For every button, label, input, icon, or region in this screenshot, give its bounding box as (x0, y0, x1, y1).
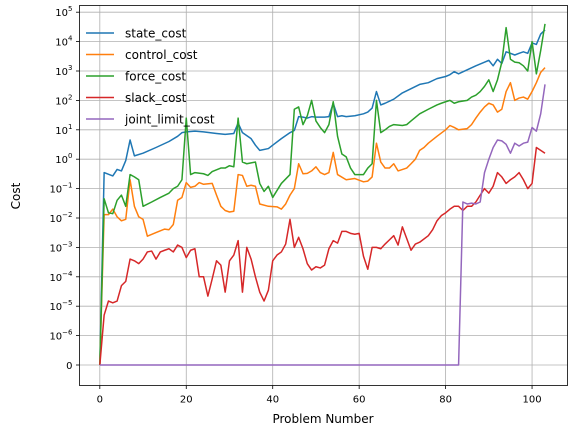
y-tick-label: 100 (55, 152, 72, 166)
legend-label: control_cost (125, 48, 198, 62)
x-axis-label: Problem Number (272, 412, 373, 426)
x-tick-label: 100 (523, 395, 542, 406)
y-tick-label: 10−1 (49, 182, 72, 196)
grid (79, 5, 568, 386)
x-tick-label: 40 (266, 395, 279, 406)
legend: state_cost control_cost force_cost slack_co… (86, 27, 215, 127)
y-tick-label: 105 (55, 5, 72, 19)
legend-label: state_cost (125, 27, 187, 41)
y-tick-label: 10−3 (49, 240, 72, 254)
x-tick-label: 20 (180, 395, 193, 406)
y-tick-label: 103 (55, 64, 72, 78)
series-line-control-cost (99, 67, 546, 366)
series-line-slack-cost (99, 146, 546, 366)
series-lines (99, 23, 546, 366)
y-axis-label: Cost (9, 182, 23, 209)
x-tick-label: 80 (439, 395, 452, 406)
y-tick-label: 101 (55, 123, 72, 137)
series-line-joint-limit-cost (99, 84, 546, 366)
legend-label: slack_cost (125, 91, 187, 105)
y-tick-label: 10−6 (49, 329, 73, 343)
legend-label: joint_limit_cost (124, 113, 215, 127)
x-tick-label: 60 (353, 395, 366, 406)
y-tick-label: 10−2 (49, 211, 72, 225)
x-axis-ticks: 0 20 40 60 80 100 (97, 385, 542, 406)
y-tick-label: 10−4 (49, 270, 73, 284)
plot-frame (79, 5, 568, 386)
y-tick-label: 0 (66, 361, 72, 372)
y-tick-label: 102 (55, 93, 72, 107)
x-tick-label: 0 (97, 395, 103, 406)
y-tick-label: 10−5 (49, 299, 72, 313)
series-line-state-cost (99, 29, 546, 366)
series-line-force-cost (99, 23, 546, 366)
y-axis-ticks: 0 10−6 10−5 10−4 10−3 10−2 10−1 100 101 102 103 104… (49, 5, 80, 372)
y-tick-label: 104 (55, 35, 73, 49)
legend-label: force_cost (125, 70, 186, 84)
